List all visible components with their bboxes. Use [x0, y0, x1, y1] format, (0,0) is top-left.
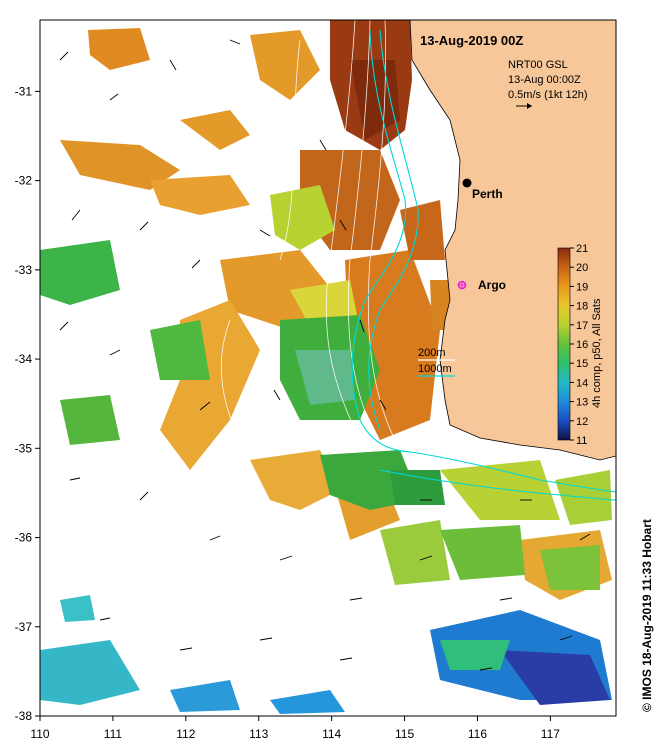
x-axis: 110 111 112 113 114 115 116 117	[30, 716, 560, 741]
y-axis: -31 -32 -33 -34 -35 -36 -37 -38	[15, 84, 40, 723]
contour-1000-label: 1000m	[418, 363, 452, 375]
x-tick-label: 112	[176, 727, 195, 741]
sst-field	[40, 20, 612, 714]
colorbar-tick-label: 19	[576, 281, 588, 293]
colorbar-tick-label: 20	[576, 262, 588, 274]
perth-marker-icon	[462, 178, 472, 188]
y-tick-label: -32	[15, 174, 33, 188]
colorbar-tick-label: 12	[576, 416, 588, 428]
plot-frame	[39, 19, 617, 717]
y-tick-label: -38	[15, 709, 33, 723]
y-tick-label: -36	[15, 531, 33, 545]
current-contours	[351, 29, 616, 501]
argo-marker-icon	[457, 280, 467, 290]
scale-arrow-icon	[516, 103, 532, 109]
colorbar-tick-label: 17	[576, 320, 588, 332]
place-label-argo: Argo	[478, 278, 506, 292]
colorbar-tick-label: 21	[576, 243, 588, 255]
colorbar-tick-label: 13	[576, 397, 588, 409]
x-tick-label: 110	[30, 727, 49, 741]
y-tick-label: -35	[15, 441, 33, 455]
x-tick-label: 114	[322, 727, 341, 741]
credit-text: © IMOS 18-Aug-2019 11:33 Hobart	[640, 519, 654, 712]
x-tick-label: 115	[395, 727, 414, 741]
y-tick-label: -34	[15, 352, 33, 366]
y-tick-label: -33	[15, 263, 33, 277]
colorbar-tick-label: 18	[576, 301, 588, 313]
current-time: 13-Aug 00:00Z	[508, 74, 581, 86]
x-tick-label: 116	[468, 727, 487, 741]
colorbar-label: 4h comp, p50, All Sats	[591, 298, 603, 408]
colorbar-tick-label: 16	[576, 339, 588, 351]
x-tick-label: 113	[249, 727, 268, 741]
current-label: NRT00 GSL	[508, 59, 568, 71]
map-title: 13-Aug-2019 00Z	[420, 33, 523, 48]
current-arrows	[59, 39, 591, 671]
colorbar-ticks: 21 20 19 18 17 16 15 14 13 12 11	[570, 243, 588, 447]
y-tick-label: -37	[15, 620, 33, 634]
isobath-lines	[59, 20, 611, 611]
x-tick-label: 111	[104, 727, 123, 741]
contour-200-label: 200m	[418, 347, 446, 359]
y-tick-label: -31	[15, 84, 33, 98]
colorbar-tick-label: 14	[576, 377, 588, 389]
colorbar	[557, 247, 571, 441]
x-tick-label: 117	[541, 727, 560, 741]
colorbar-tick-label: 11	[576, 435, 587, 447]
colorbar-tick-label: 15	[576, 358, 588, 370]
place-label-perth: Perth	[472, 187, 503, 201]
current-scale: 0.5m/s (1kt 12h)	[508, 89, 587, 101]
